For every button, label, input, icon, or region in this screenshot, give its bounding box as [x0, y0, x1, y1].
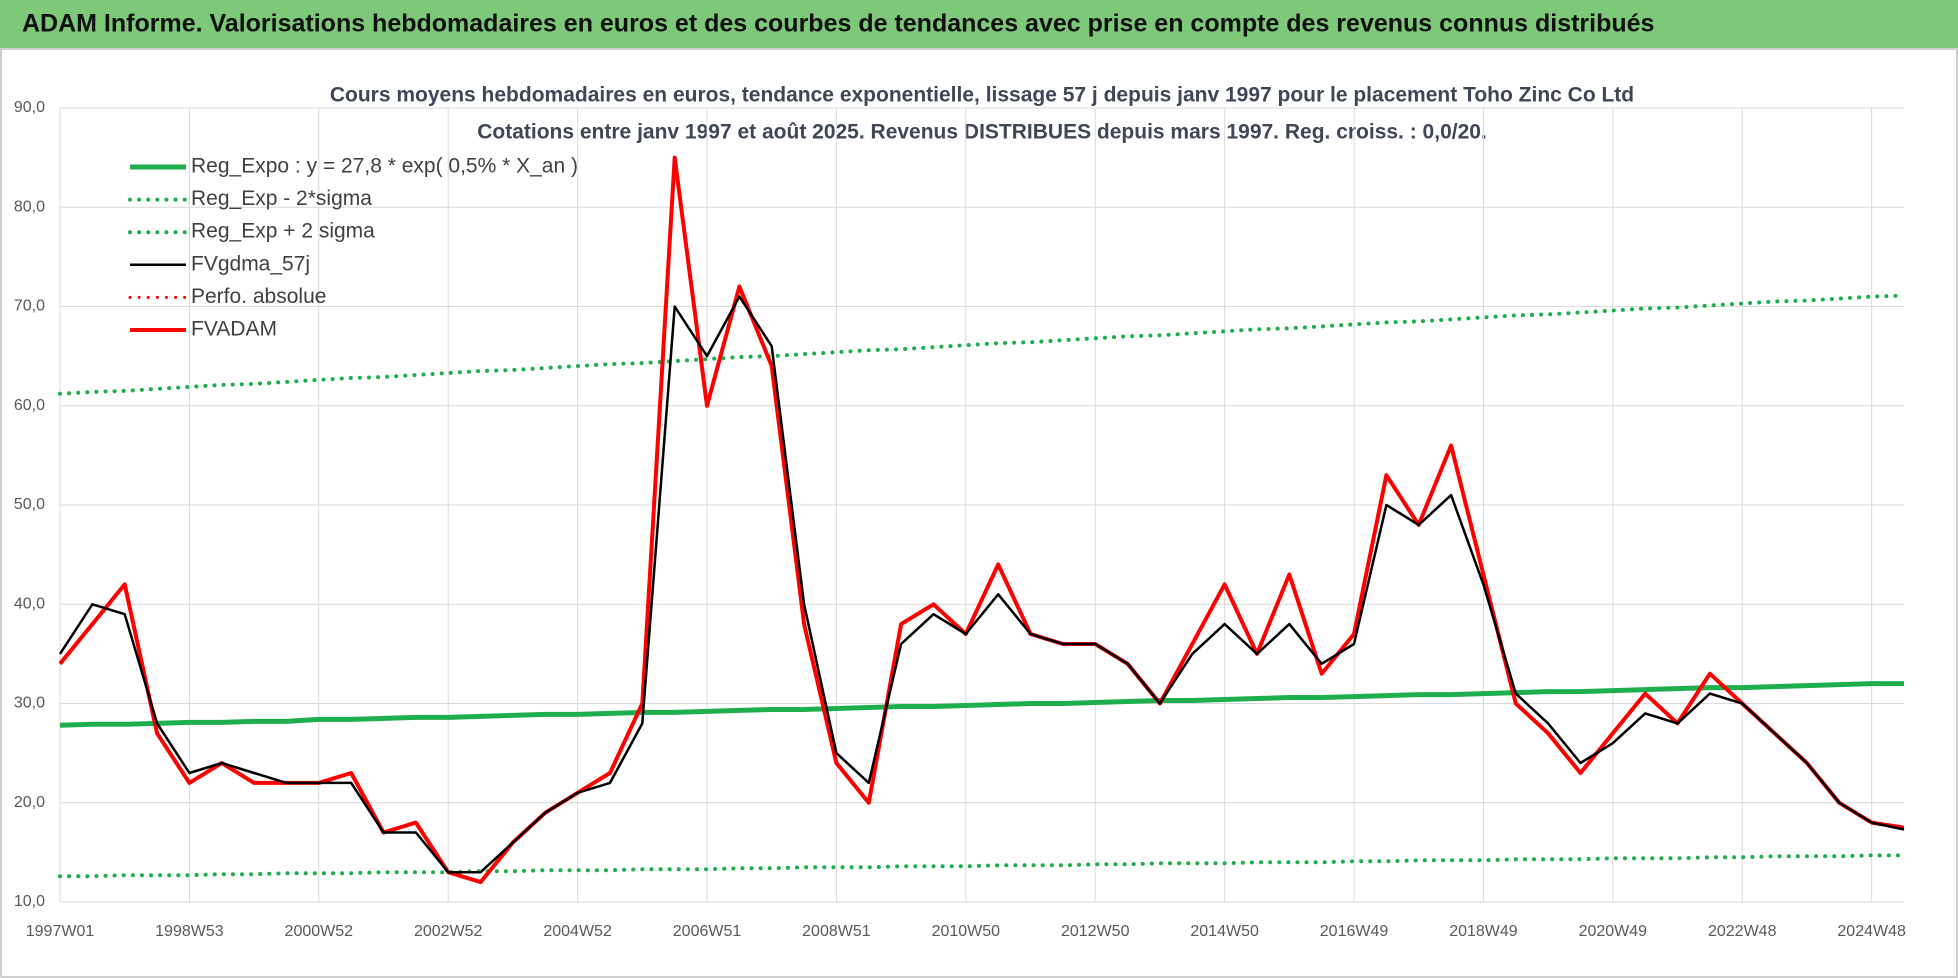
series-line [58, 295, 1905, 874]
x-tick-label: 2008W51 [802, 923, 871, 940]
y-tick-label: 30,0 [14, 695, 45, 712]
y-tick-label: 80,0 [14, 198, 45, 215]
x-tick-label: 1998W53 [155, 923, 224, 940]
chart-frame [0, 48, 1958, 978]
legend-label: Reg_Exp - 2*sigma [191, 187, 372, 210]
header-title: ADAM Informe. Valorisations hebdomadaire… [22, 10, 1654, 38]
header-bar [0, 0, 1958, 48]
legend-label: Reg_Exp + 2 sigma [191, 220, 375, 243]
x-tick-label: 2004W52 [543, 923, 612, 940]
series-line [58, 155, 1905, 885]
y-tick-label: 90,0 [14, 99, 45, 116]
chart-subtitle: Cotations entre janv 1997 et août 2025. … [477, 121, 1487, 144]
x-tick-label: 2016W49 [1320, 923, 1389, 940]
x-tick-label: 2012W50 [1061, 923, 1130, 940]
x-tick-label: 2000W52 [285, 923, 354, 940]
legend-label: Perfo. absolue [191, 285, 326, 308]
y-tick-label: 50,0 [14, 496, 45, 513]
chart-title: Cours moyens hebdomadaires en euros, ten… [330, 84, 1634, 107]
x-tick-label: 2018W49 [1449, 923, 1518, 940]
legend-label: Reg_Expo : y = 27,8 * exp( 0,5% * X_an ) [191, 155, 578, 178]
x-tick-label: 1997W01 [26, 923, 95, 940]
y-tick-label: 60,0 [14, 397, 45, 414]
x-tick-label: 2014W50 [1190, 923, 1259, 940]
x-tick-label: 2024W48 [1837, 923, 1906, 940]
x-tick-label: 2020W49 [1579, 923, 1648, 940]
y-tick-label: 40,0 [14, 595, 45, 612]
series-line [59, 681, 1904, 728]
legend-label: FVgdma_57j [191, 252, 310, 275]
x-tick-label: 2002W52 [414, 923, 483, 940]
plot-area [58, 155, 1906, 885]
legend-label: FVADAM [191, 318, 277, 341]
legend: Reg_Expo : y = 27,8 * exp( 0,5% * X_an )… [128, 155, 578, 341]
y-tick-label: 20,0 [14, 794, 45, 811]
series-line [58, 853, 1906, 879]
y-tick-label: 10,0 [14, 893, 45, 910]
y-tick-label: 70,0 [14, 298, 45, 315]
series-line [58, 293, 1906, 396]
x-tick-label: 2006W51 [673, 923, 742, 940]
x-tick-label: 2010W50 [932, 923, 1001, 940]
x-tick-label: 2022W48 [1708, 923, 1777, 940]
